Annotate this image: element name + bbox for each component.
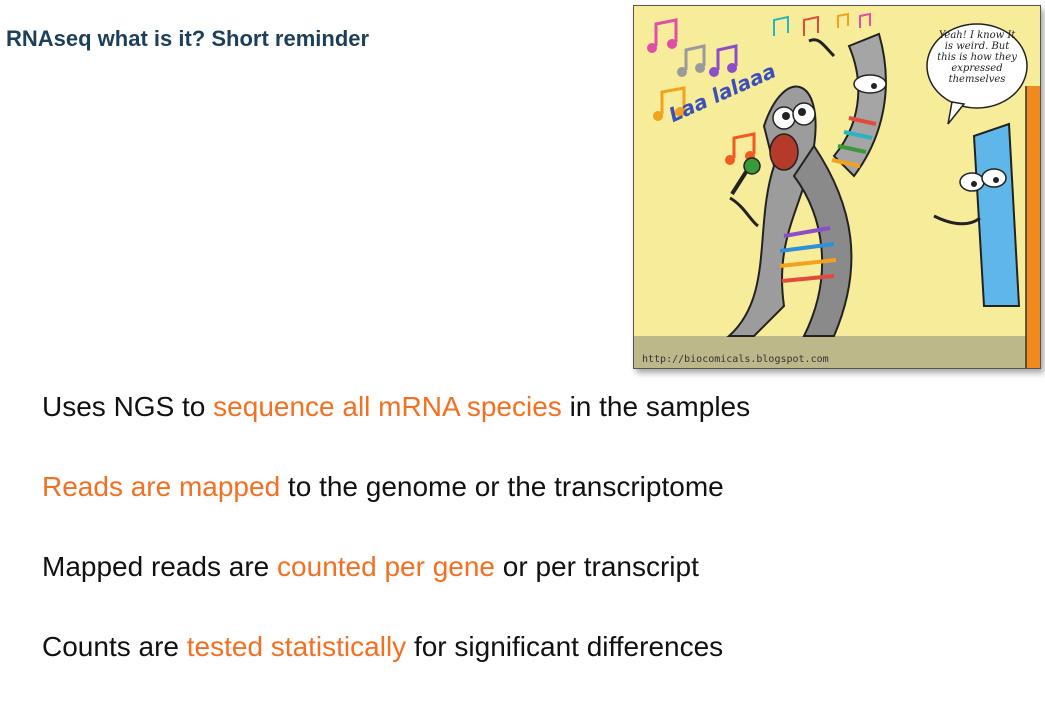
dna-observer-figure: [933, 122, 1021, 307]
bullet-text: Uses NGS to: [42, 391, 214, 422]
dna-cartoon-image: Laa lalaaa Yeah! I know It is weird. But…: [633, 5, 1041, 369]
bullet-item: Uses NGS to sequence all mRNA species in…: [42, 386, 750, 427]
dna-dancer-figure: [808, 32, 887, 178]
cartoon-illustration: [634, 12, 1040, 368]
speech-bubble-text: Yeah! I know It is weird. But this is ho…: [937, 30, 1017, 85]
bullet-text: Counts are: [42, 631, 187, 662]
music-notes-icon: [647, 12, 871, 165]
dna-singer-figure: [726, 85, 853, 337]
bullet-text: Mapped reads are: [42, 551, 278, 582]
bullet-list: Uses NGS to sequence all mRNA species in…: [42, 386, 750, 706]
bullet-text: or per transcript: [495, 551, 699, 582]
slide-title: RNAseq what is it? Short reminder: [6, 26, 370, 51]
bullet-highlight: Reads are mapped: [42, 471, 281, 502]
bullet-text: for significant differences: [406, 631, 724, 662]
bullet-text: to the genome or the transcriptome: [280, 471, 724, 502]
bullet-highlight: sequence all mRNA species: [213, 391, 562, 422]
image-credit: http://biocomicals.blogspot.com: [642, 354, 829, 365]
bullet-highlight: counted per gene: [277, 551, 496, 582]
bullet-highlight: tested statistically: [186, 631, 407, 662]
bullet-item: Reads are mapped to the genome or the tr…: [42, 466, 750, 507]
bullet-item: Mapped reads are counted per gene or per…: [42, 546, 750, 587]
bullet-item: Counts are tested statistically for sign…: [42, 626, 750, 667]
bullet-text: in the samples: [561, 391, 751, 422]
